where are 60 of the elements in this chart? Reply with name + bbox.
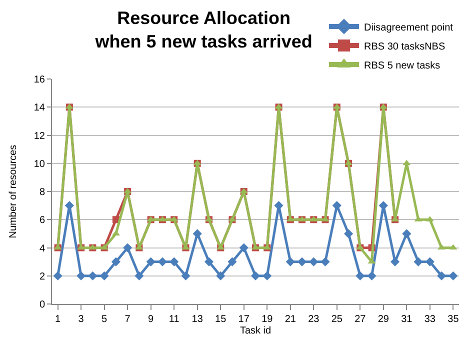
point	[448, 271, 458, 280]
point	[158, 257, 168, 266]
x-tick-label: 19	[262, 314, 274, 325]
x-tick-label: 7	[124, 314, 131, 325]
y-tick-label: 4	[39, 243, 46, 254]
y-tick-label: 10	[34, 158, 46, 170]
point	[53, 271, 62, 280]
point	[262, 271, 272, 280]
point	[228, 257, 237, 266]
point	[111, 257, 121, 266]
y-axis-title: Number of resources	[8, 144, 19, 238]
x-tick-label: 1	[55, 314, 62, 325]
legend-label: Diisagreement point	[364, 22, 454, 34]
x-tick-label: 5	[102, 314, 108, 325]
y-tick-label: 12	[34, 130, 46, 142]
point	[88, 271, 98, 280]
x-tick-label: 9	[148, 314, 154, 325]
x-tick-label: 11	[168, 314, 180, 325]
point	[181, 271, 190, 280]
point	[402, 229, 412, 238]
y-tick-label: 16	[34, 74, 46, 86]
point	[297, 257, 307, 266]
point	[414, 257, 423, 266]
point	[367, 271, 376, 280]
x-tick-label: 13	[192, 314, 204, 325]
y-tick-label: 14	[34, 102, 46, 114]
chart-title: Resource Allocation when 5 new tasks arrived	[94, 8, 312, 52]
y-tick-label: 0	[39, 300, 46, 310]
x-tick-label: 35	[448, 314, 460, 325]
legend-label: RBS 30 tasksNBS	[364, 41, 446, 52]
x-axis-title: Task id	[240, 326, 272, 336]
x-tick-label: 17	[238, 314, 250, 325]
point	[344, 229, 354, 238]
point	[192, 229, 202, 238]
point	[286, 257, 295, 266]
point	[250, 271, 260, 280]
x-tick-label: 15	[215, 314, 227, 325]
x-tick-label: 25	[331, 314, 343, 325]
point	[100, 271, 109, 280]
point	[402, 160, 411, 166]
x-tick-label: 23	[308, 314, 320, 325]
y-tick-label: 2	[39, 271, 46, 282]
point	[170, 257, 179, 266]
y-tick-label: 8	[39, 187, 46, 198]
legend-label: RBS 5 new tasks	[364, 60, 440, 72]
point	[123, 243, 132, 252]
point	[239, 243, 248, 252]
point	[356, 271, 365, 280]
point	[134, 271, 144, 280]
point	[146, 257, 156, 266]
x-tick-label: 33	[424, 314, 436, 325]
x-tick-label: 3	[78, 314, 84, 325]
point	[216, 271, 226, 280]
x-tick-label: 21	[284, 314, 296, 325]
x-tick-label: 27	[354, 314, 366, 325]
point	[204, 257, 214, 266]
point	[390, 257, 400, 266]
x-tick-label: 29	[378, 314, 390, 325]
x-tick-label: 31	[401, 314, 413, 325]
y-tick-label: 6	[39, 215, 46, 226]
